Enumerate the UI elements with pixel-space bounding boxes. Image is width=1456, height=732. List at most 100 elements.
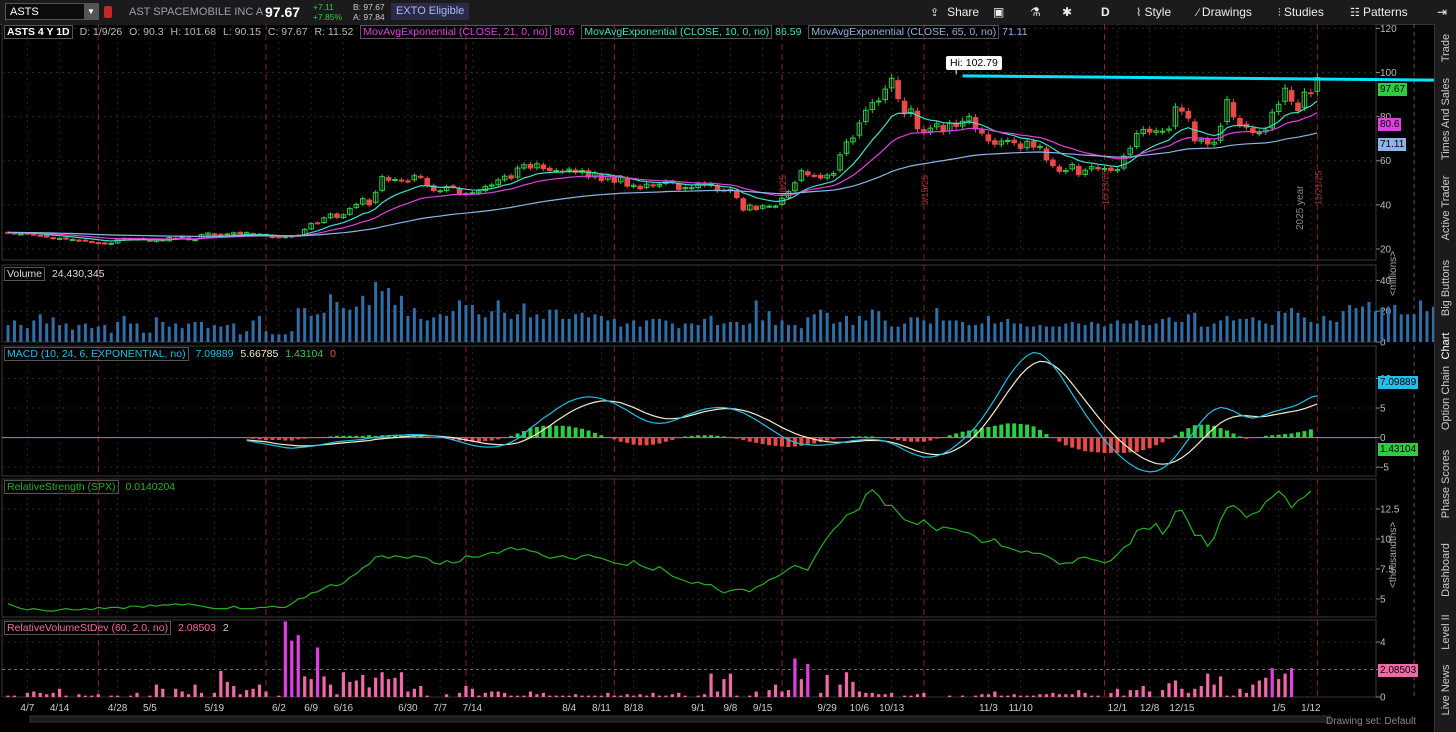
volume-bar: [1264, 323, 1268, 342]
volume-label[interactable]: Volume: [4, 267, 46, 281]
rs-label[interactable]: RelativeStrength (SPX): [4, 480, 119, 494]
sidebar-item-phase-scores[interactable]: Phase Scores: [1440, 449, 1452, 519]
macd-pane-header: MACD (10, 24, 6, EXPONENTIAL, no) 7.0988…: [4, 347, 340, 361]
save-icon[interactable]: ▣: [993, 5, 1005, 19]
rv-bar: [580, 695, 584, 697]
volume-bar: [296, 308, 300, 342]
symbol-link-icon[interactable]: [103, 4, 115, 20]
volume-bar: [361, 295, 365, 342]
sidebar-item-active-trader[interactable]: Active Trader: [1440, 175, 1452, 241]
flask-icon[interactable]: ⚗: [1030, 5, 1041, 19]
candle-body: [340, 214, 347, 218]
candle-body: [334, 213, 340, 218]
macd-histogram-bar: [651, 437, 655, 445]
exto-badge[interactable]: EXTO Eligible: [391, 3, 470, 20]
rv-bar: [470, 688, 474, 697]
volume-bar: [709, 315, 713, 342]
volume-bar: [393, 305, 397, 342]
ema65-label[interactable]: MovAvgExponential (CLOSE, 65, 0, no): [808, 25, 1000, 39]
rs-axis-unit: <thousandths>: [1388, 521, 1399, 588]
volume-bar: [1077, 323, 1081, 342]
ema21-label[interactable]: MovAvgExponential (CLOSE, 21, 0, no): [360, 25, 552, 39]
macd-histogram-bar: [1050, 437, 1055, 439]
macd-histogram-bar: [728, 437, 733, 439]
candle-body: [856, 122, 863, 136]
studies-button[interactable]: ⫶ Studies: [1278, 0, 1324, 24]
macd-histogram-bar: [799, 437, 804, 446]
candle-body: [1140, 128, 1147, 134]
gear-icon[interactable]: ✱: [1062, 5, 1073, 19]
rv-bar: [915, 694, 920, 697]
sidebar-item-live-news[interactable]: Live News: [1440, 664, 1452, 716]
rv-bar: [735, 695, 739, 697]
volume-bar: [264, 331, 268, 342]
rv-bar: [522, 695, 526, 697]
sidebar-item-trade[interactable]: Trade: [1440, 33, 1452, 63]
sidebar-item-level-ii[interactable]: Level II: [1440, 614, 1452, 650]
drawings-button[interactable]: ⁄ Drawings: [1197, 0, 1252, 24]
style-button[interactable]: ⌇ Style: [1136, 0, 1171, 24]
macd-label[interactable]: MACD (10, 24, 6, EXPONENTIAL, no): [4, 347, 189, 361]
volume-bar: [141, 332, 145, 342]
candle-body: [501, 175, 508, 181]
macd-histogram-bar: [960, 431, 965, 438]
macd-histogram-bar: [941, 437, 946, 438]
patterns-button[interactable]: ☷ Patterns: [1350, 0, 1408, 24]
volume-bar: [1406, 314, 1410, 342]
rv-label[interactable]: RelativeVolumeStDev (60, 2.0, no): [4, 621, 172, 635]
macd-histogram-bar: [251, 437, 256, 439]
volume-bar: [748, 323, 752, 342]
sidebar-item-times-and-sales[interactable]: Times And Sales: [1440, 77, 1452, 161]
rs-y-tick-label: 7.5: [1380, 565, 1394, 576]
candle-body: [979, 129, 985, 134]
rv-bar: [999, 695, 1003, 697]
sidebar-item-option-chain[interactable]: Option Chain: [1440, 365, 1452, 431]
ask-price: A: 97.84: [353, 12, 385, 22]
horizontal-scrollbar[interactable]: [29, 715, 1331, 723]
sidebar-item-chart[interactable]: Chart: [1440, 332, 1452, 360]
macd-histogram-bar: [1070, 437, 1075, 448]
rv-bar: [1115, 688, 1119, 697]
macd-histogram-bar: [805, 437, 810, 445]
ema10-label[interactable]: MovAvgExponential (CLOSE, 10, 0, no): [581, 25, 773, 39]
volume-bar: [1064, 323, 1068, 342]
volume-bar: [599, 315, 603, 342]
candle-body: [89, 241, 95, 244]
chart-canvas[interactable]: 2040608010012002040-5051057.51012.50244/…: [0, 24, 1434, 732]
candle-body: [927, 127, 934, 133]
drawing-set-label[interactable]: Drawing set: Default: [1326, 716, 1417, 727]
macd-histogram-bar: [496, 437, 501, 440]
x-tick-label: 1/5: [1272, 703, 1286, 714]
volume-bar: [1399, 314, 1403, 342]
rv-bar: [406, 691, 410, 697]
rv-bar: [367, 687, 371, 697]
collapse-icon[interactable]: ⇥: [1437, 5, 1448, 19]
macd-histogram-bar: [1212, 425, 1217, 438]
aggregation-button[interactable]: D: [1101, 5, 1110, 19]
candle-body: [411, 175, 418, 181]
candle-body: [643, 183, 650, 188]
studies-icon: ⫶: [1278, 7, 1281, 19]
volume-bar: [1154, 323, 1158, 342]
rv-bar: [1122, 695, 1126, 697]
macd-histogram-bar: [1012, 423, 1017, 438]
chevron-down-icon[interactable]: ▼: [84, 4, 98, 19]
volume-bar: [174, 323, 178, 342]
macd-histogram-bar: [734, 437, 739, 439]
candle-body: [1050, 159, 1056, 167]
candle-body: [1224, 99, 1230, 122]
macd-histogram-bar: [1089, 437, 1094, 452]
candle-body: [863, 109, 869, 123]
candle-body: [308, 223, 314, 230]
macd-diff-value: 1.43104: [285, 348, 324, 360]
volume-bar: [432, 317, 436, 342]
sidebar-item-dashboard[interactable]: Dashboard: [1440, 543, 1452, 597]
rv-bar: [219, 670, 223, 697]
macd-histogram-bar: [1063, 437, 1068, 446]
rv-bar: [528, 691, 533, 697]
share-button[interactable]: ⇪ Share: [930, 0, 979, 24]
sidebar-item-big-buttons[interactable]: Big Buttons: [1440, 259, 1452, 317]
symbol-input[interactable]: ASTS: [5, 3, 99, 20]
candle-body: [817, 174, 824, 179]
macd-histogram-bar: [1154, 437, 1159, 446]
